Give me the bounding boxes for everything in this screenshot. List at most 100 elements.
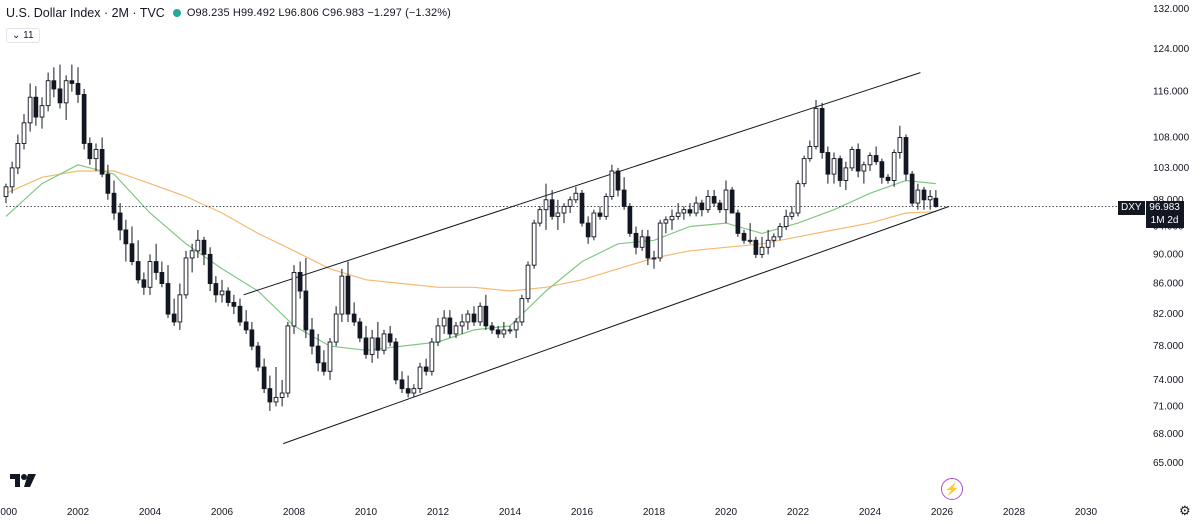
candle[interactable]: [117, 203, 123, 241]
candle[interactable]: [819, 102, 825, 159]
candle[interactable]: [87, 137, 93, 165]
time-axis[interactable]: 2000 2002 2004 2006 2008 2010 2012 2014 2016 2018…: [0, 507, 1098, 518]
price-axis[interactable]: 132.000 124.000 116.000 108.000 103.000 98.00…: [1153, 4, 1190, 469]
candle[interactable]: [489, 321, 495, 334]
candle[interactable]: [633, 226, 639, 255]
candle[interactable]: [285, 321, 291, 398]
candle[interactable]: [849, 146, 855, 172]
candle[interactable]: [243, 310, 249, 334]
candle[interactable]: [663, 216, 669, 234]
candle[interactable]: [213, 276, 219, 303]
candle[interactable]: [753, 236, 759, 258]
candle[interactable]: [711, 190, 717, 207]
candle[interactable]: [657, 219, 663, 262]
candle[interactable]: [177, 283, 183, 330]
candle[interactable]: [519, 294, 525, 326]
candle[interactable]: [603, 193, 609, 220]
candle[interactable]: [861, 161, 867, 184]
candle[interactable]: [495, 325, 501, 338]
candle[interactable]: [825, 146, 831, 184]
candle[interactable]: [81, 88, 87, 150]
candle[interactable]: [813, 100, 819, 150]
candle[interactable]: [291, 265, 297, 334]
candle[interactable]: [723, 180, 729, 224]
candle[interactable]: [111, 180, 117, 220]
candle[interactable]: [219, 279, 225, 303]
lightning-icon[interactable]: ⚡: [941, 478, 963, 500]
candle[interactable]: [75, 67, 81, 103]
candle[interactable]: [867, 152, 873, 172]
candle[interactable]: [63, 75, 69, 120]
candle[interactable]: [927, 190, 933, 210]
candle[interactable]: [681, 206, 687, 220]
candle[interactable]: [339, 268, 345, 322]
candle[interactable]: [747, 223, 753, 244]
candle[interactable]: [759, 236, 765, 258]
candle[interactable]: [27, 83, 33, 132]
candle[interactable]: [249, 321, 255, 351]
candle[interactable]: [39, 97, 45, 129]
candle[interactable]: [531, 219, 537, 269]
candle[interactable]: [399, 371, 405, 394]
candle[interactable]: [771, 233, 777, 248]
candle[interactable]: [585, 216, 591, 244]
candle[interactable]: [579, 190, 585, 227]
indicators-toggle-button[interactable]: ⌄ 11: [6, 28, 40, 43]
candle[interactable]: [423, 358, 429, 376]
candle[interactable]: [327, 337, 333, 380]
candle[interactable]: [735, 209, 741, 237]
candle[interactable]: [741, 229, 747, 244]
candle[interactable]: [843, 161, 849, 191]
candle[interactable]: [159, 261, 165, 288]
candle[interactable]: [279, 379, 285, 407]
candle[interactable]: [225, 287, 231, 307]
candle[interactable]: [549, 190, 555, 220]
candle[interactable]: [429, 337, 435, 376]
candle[interactable]: [375, 321, 381, 359]
candle[interactable]: [483, 294, 489, 330]
candle[interactable]: [207, 247, 213, 292]
candle[interactable]: [405, 375, 411, 398]
candle[interactable]: [195, 229, 201, 258]
candle[interactable]: [795, 180, 801, 217]
candle[interactable]: [57, 64, 63, 109]
candle[interactable]: [303, 257, 309, 338]
candle[interactable]: [639, 229, 645, 251]
candle[interactable]: [801, 155, 807, 187]
candle[interactable]: [567, 196, 573, 214]
candle[interactable]: [855, 143, 861, 178]
candle[interactable]: [897, 125, 903, 159]
candle[interactable]: [471, 306, 477, 326]
candle[interactable]: [807, 140, 813, 162]
candle[interactable]: [615, 167, 621, 197]
candle[interactable]: [555, 199, 561, 230]
candle[interactable]: [687, 203, 693, 217]
candle[interactable]: [729, 186, 735, 214]
gear-icon[interactable]: ⚙: [1179, 503, 1191, 518]
candle[interactable]: [153, 243, 159, 280]
candle[interactable]: [147, 254, 153, 295]
candle[interactable]: [561, 203, 567, 224]
candle[interactable]: [273, 367, 279, 407]
candle[interactable]: [129, 226, 135, 266]
candle[interactable]: [921, 186, 927, 210]
candle[interactable]: [507, 325, 513, 334]
candle[interactable]: [333, 306, 339, 347]
candle[interactable]: [645, 229, 651, 266]
candle[interactable]: [465, 310, 471, 330]
candle[interactable]: [93, 143, 99, 172]
candle[interactable]: [699, 199, 705, 217]
candle[interactable]: [909, 171, 915, 207]
candle[interactable]: [915, 183, 921, 210]
candle[interactable]: [783, 209, 789, 230]
candle[interactable]: [627, 203, 633, 237]
candle[interactable]: [363, 325, 369, 359]
lower-channel-line[interactable]: [283, 205, 950, 445]
candle[interactable]: [651, 250, 657, 269]
candle[interactable]: [45, 72, 51, 112]
candle[interactable]: [837, 155, 843, 187]
candle[interactable]: [3, 183, 9, 204]
candle[interactable]: [381, 329, 387, 355]
candle[interactable]: [573, 186, 579, 204]
candle[interactable]: [183, 250, 189, 299]
